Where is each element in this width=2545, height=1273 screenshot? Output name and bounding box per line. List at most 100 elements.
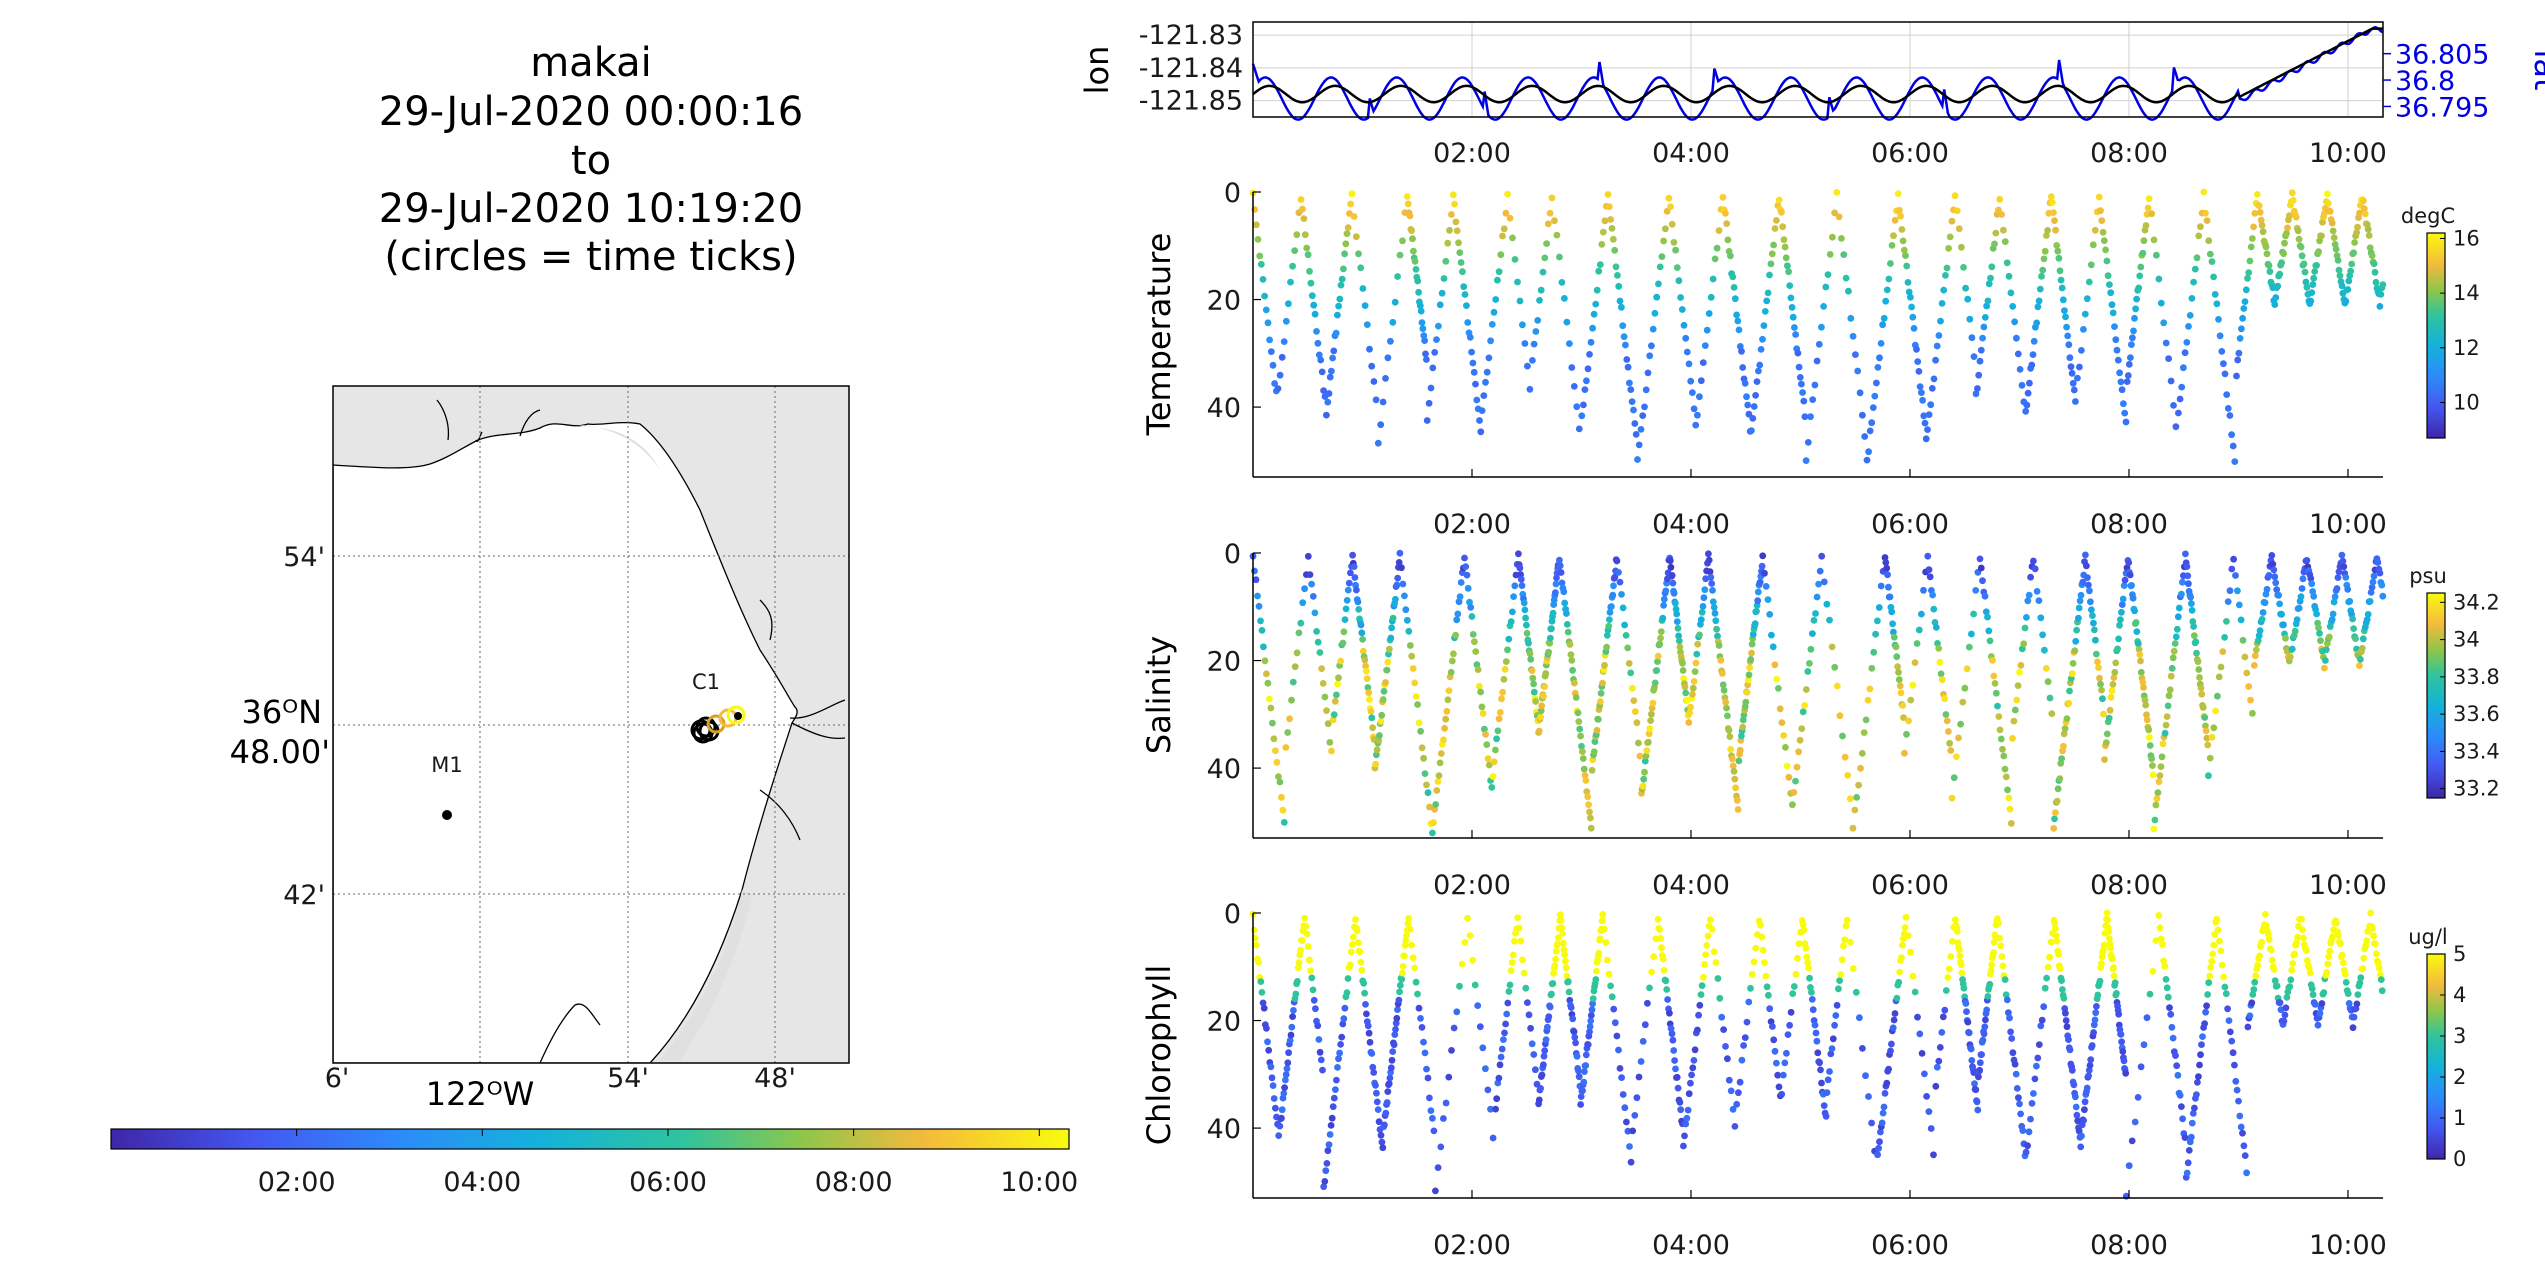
temperature-point bbox=[1589, 324, 1596, 332]
salinity-point bbox=[1530, 680, 1537, 688]
temperature-point bbox=[1497, 251, 1505, 259]
salinity-point bbox=[1406, 642, 1414, 649]
chlorophyll-point bbox=[1951, 916, 1959, 923]
chlorophyll-point bbox=[1820, 1102, 1828, 1109]
temperature-point bbox=[2226, 412, 2234, 419]
chlorophyll-point bbox=[2110, 964, 2117, 971]
salinity-point bbox=[2278, 610, 2286, 618]
chlorophyll-point bbox=[1736, 1078, 1744, 1086]
temperature-point bbox=[2107, 289, 2115, 297]
chlorophyll-point bbox=[1918, 1050, 1926, 1057]
chlorophyll-point bbox=[1496, 1061, 1504, 1069]
temperature-point bbox=[2294, 227, 2302, 235]
salinity-point bbox=[1648, 704, 1656, 712]
chlorophyll-point bbox=[1344, 975, 1352, 982]
chlorophyll-point bbox=[1933, 1063, 1941, 1071]
salinity-point bbox=[1529, 674, 1537, 682]
chlorophyll-point bbox=[2140, 1041, 2148, 1049]
chlorophyll-point bbox=[1306, 956, 1313, 964]
chlorophyll-point bbox=[1255, 958, 1262, 966]
salinity-point bbox=[1924, 552, 1932, 560]
temperature-point bbox=[2240, 305, 2248, 312]
colorbar-tick-label: 14 bbox=[2453, 281, 2480, 305]
chlorophyll-point bbox=[1430, 1127, 1438, 1135]
salinity-point bbox=[1748, 649, 1755, 657]
salinity-point bbox=[1586, 808, 1593, 816]
temperature-point bbox=[2035, 297, 2043, 305]
temperature-point bbox=[2125, 361, 2133, 368]
salinity-point bbox=[1694, 640, 1702, 648]
temperature-point bbox=[1334, 311, 1341, 319]
salinity-point bbox=[1747, 656, 1755, 663]
temperature-point bbox=[2284, 224, 2291, 232]
chlorophyll-point bbox=[1684, 1106, 1692, 1114]
chlorophyll-point bbox=[1650, 953, 1658, 961]
salinity-point bbox=[2141, 696, 2149, 704]
salinity-point bbox=[1335, 674, 1342, 682]
chlorophyll-point bbox=[2155, 912, 2163, 919]
temperature-point bbox=[1536, 297, 1543, 304]
temperature-point bbox=[2310, 274, 2318, 282]
temperature-point bbox=[1646, 352, 1654, 360]
salinity-point bbox=[1616, 578, 1624, 586]
temperature-point bbox=[1607, 216, 1614, 223]
temperature-point bbox=[1789, 313, 1797, 321]
salinity-point bbox=[2280, 621, 2287, 629]
chlorophyll-point bbox=[1362, 1001, 1369, 1008]
salinity-point bbox=[2247, 696, 2254, 704]
temperature-point bbox=[1766, 271, 1773, 279]
chlorophyll-point bbox=[1503, 1010, 1511, 1018]
chlorophyll-point bbox=[1326, 1131, 1334, 1138]
chlorophyll-point bbox=[1973, 1098, 1981, 1106]
chlorophyll-point bbox=[1257, 978, 1265, 985]
temperature-point bbox=[1297, 196, 1305, 203]
chlorophyll-point bbox=[1720, 1026, 1727, 1033]
salinity-point bbox=[1943, 717, 1951, 725]
temperature-point bbox=[1750, 403, 1758, 410]
chlorophyll-point bbox=[1519, 956, 1526, 964]
temperature-point bbox=[2051, 217, 2058, 225]
chlorophyll-point bbox=[1672, 1065, 1679, 1073]
chlorophyll-point bbox=[1806, 974, 1813, 982]
temperature-point bbox=[1620, 333, 1628, 341]
salinity-point bbox=[2050, 825, 2058, 832]
temperature-point bbox=[1948, 217, 1956, 225]
temperature-point bbox=[2186, 312, 2194, 319]
chlorophyll-point bbox=[1404, 920, 1412, 927]
chlorophyll-point bbox=[1429, 1114, 1436, 1122]
temperature-point bbox=[1656, 263, 1664, 271]
chlorophyll-point bbox=[1258, 989, 1266, 996]
salinity-point bbox=[1706, 568, 1714, 576]
salinity-point bbox=[2241, 653, 2249, 661]
temperature-point bbox=[1619, 322, 1627, 330]
temperature-point bbox=[1655, 280, 1662, 288]
salinity-point bbox=[1985, 627, 1993, 635]
temperature-point bbox=[2043, 232, 2050, 239]
salinity-point bbox=[1496, 709, 1504, 716]
temperature-point bbox=[1755, 367, 1762, 375]
temperature-point bbox=[1907, 293, 1914, 301]
chlorophyll-point bbox=[1804, 959, 1812, 967]
salinity-point bbox=[1373, 746, 1381, 754]
chlorophyll-point bbox=[1567, 1004, 1575, 1011]
salinity-point bbox=[1597, 698, 1604, 705]
temperature-point bbox=[1807, 413, 1814, 421]
salinity-point bbox=[1705, 556, 1713, 564]
salinity-point bbox=[1308, 580, 1315, 588]
temperature-point bbox=[1988, 263, 1996, 271]
temperature-point bbox=[1637, 426, 1645, 433]
salinity-point bbox=[1675, 632, 1682, 640]
chlorophyll-point bbox=[2074, 1117, 2082, 1125]
salinity-point bbox=[1263, 670, 1270, 678]
temperature-point bbox=[2220, 360, 2227, 368]
salinity-point bbox=[2151, 816, 2159, 824]
salinity-point bbox=[2128, 582, 2136, 589]
salinity-point bbox=[2005, 794, 2013, 802]
salinity-point bbox=[2030, 557, 2037, 565]
salinity-point bbox=[1783, 762, 1791, 770]
chlorophyll-point bbox=[1618, 1074, 1625, 1081]
salinity-point bbox=[1509, 608, 1516, 616]
chlorophyll-point bbox=[2108, 955, 2116, 963]
chlorophyll-point bbox=[1353, 927, 1361, 935]
temperature-point bbox=[1530, 340, 1538, 348]
